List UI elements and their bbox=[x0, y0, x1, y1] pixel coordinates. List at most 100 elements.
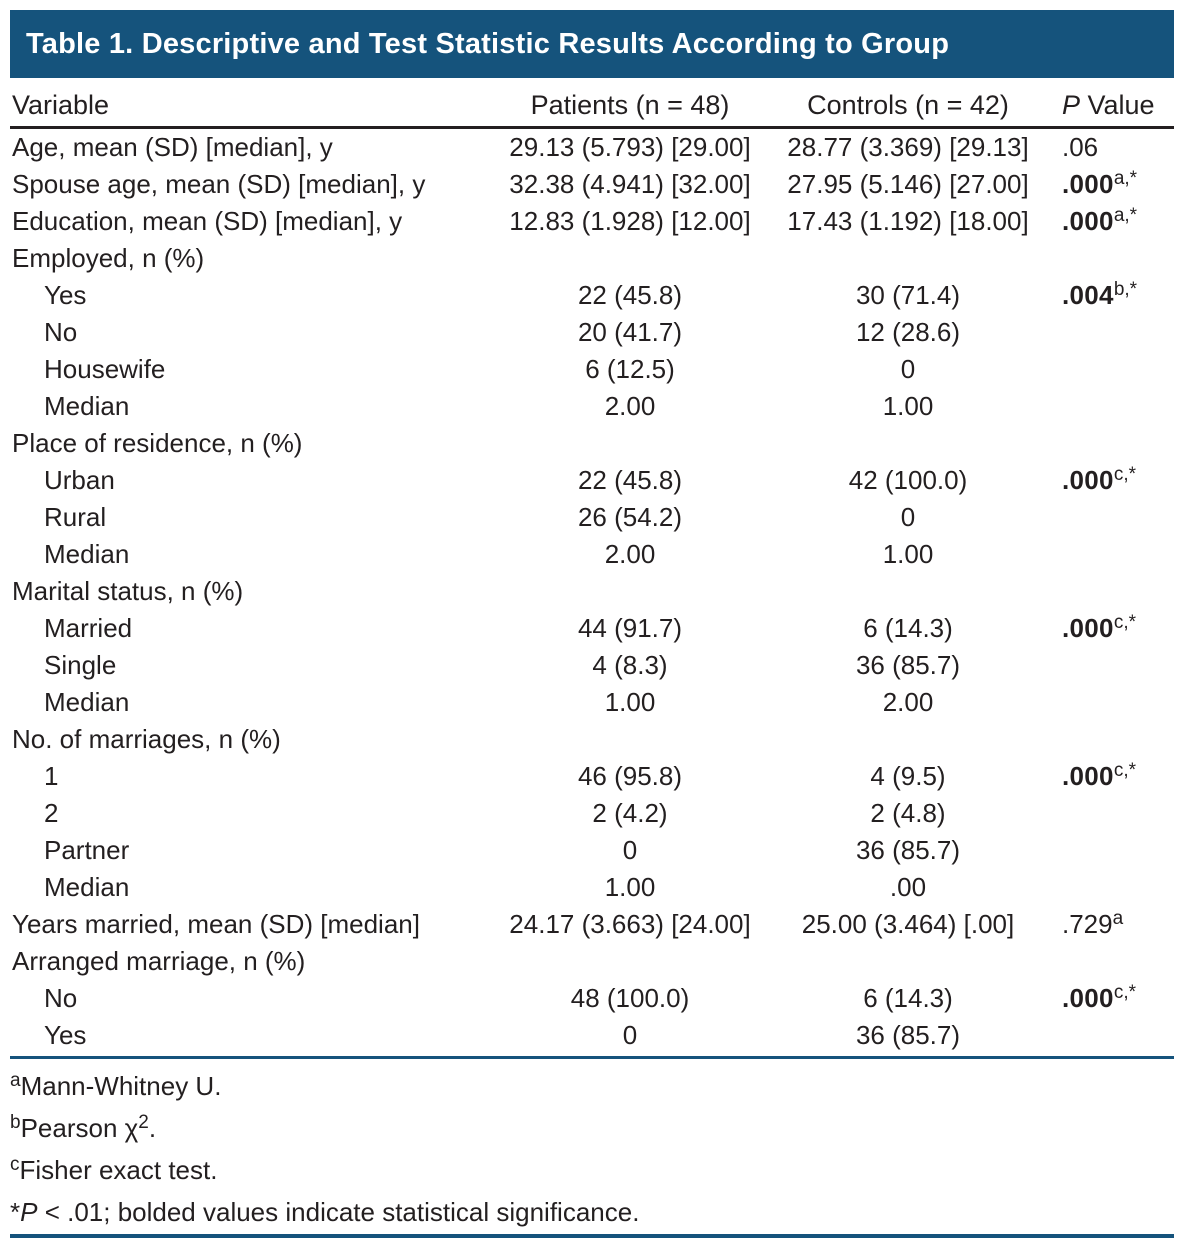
table-row: Single 4 (8.3) 36 (85.7) bbox=[10, 647, 1174, 684]
table-body: Age, mean (SD) [median], y 29.13 (5.793) … bbox=[10, 129, 1174, 1054]
table-row: Spouse age, mean (SD) [median], y 32.38 (… bbox=[10, 166, 1174, 203]
cell-patients: 4 (8.3) bbox=[592, 650, 668, 680]
footnote-text: Fisher exact test. bbox=[19, 1155, 218, 1185]
cell-patients: 44 (91.7) bbox=[577, 613, 683, 643]
cell-controls: 0 bbox=[900, 502, 916, 532]
table-row: No 48 (100.0) 6 (14.3) .000c,* bbox=[10, 980, 1174, 1017]
pvalue-number: .000 bbox=[1062, 169, 1114, 199]
footnote-marker: c bbox=[10, 1154, 20, 1175]
row-label: Yes bbox=[44, 1020, 87, 1050]
cell-patients: 6 (12.5) bbox=[585, 354, 675, 384]
cell-pvalue: .000a,* bbox=[1044, 205, 1174, 237]
cell-patients: 29.13 (5.793) [29.00] bbox=[509, 132, 751, 162]
cell-patients: 1.00 bbox=[604, 687, 656, 717]
row-label: Employed, n (%) bbox=[12, 243, 205, 273]
cell-patients: 2.00 bbox=[604, 391, 656, 421]
cell-controls: 0 bbox=[900, 354, 916, 384]
cell-controls: 42 (100.0) bbox=[848, 465, 968, 495]
footnote-divider-rule bbox=[10, 1056, 1174, 1059]
table-row: Urban 22 (45.8) 42 (100.0) .000c,* bbox=[10, 462, 1174, 499]
row-label: Arranged marriage, n (%) bbox=[12, 946, 306, 976]
table-row: Employed, n (%) bbox=[10, 240, 1174, 277]
pvalue-superscript: c,* bbox=[1113, 760, 1136, 781]
table-row: Median 1.00 2.00 bbox=[10, 684, 1174, 721]
pvalue-superscript: c,* bbox=[1113, 612, 1136, 633]
table-row: Married 44 (91.7) 6 (14.3) .000c,* bbox=[10, 610, 1174, 647]
table-row: Education, mean (SD) [median], y 12.83 (1… bbox=[10, 203, 1174, 240]
table-row: Partner 0 36 (85.7) bbox=[10, 832, 1174, 869]
cell-controls: 12 (28.6) bbox=[855, 317, 961, 347]
cell-controls: .00 bbox=[889, 872, 927, 902]
row-label: Partner bbox=[44, 835, 130, 865]
cell-controls: 2 (4.8) bbox=[870, 798, 946, 828]
cell-patients: 26 (54.2) bbox=[577, 502, 683, 532]
column-header-patients: Patients (n = 48) bbox=[530, 90, 730, 120]
row-label: 2 bbox=[44, 798, 59, 828]
table-row: Housewife 6 (12.5) 0 bbox=[10, 351, 1174, 388]
column-header-pvalue: P Value bbox=[1044, 90, 1174, 121]
cell-controls: 30 (71.4) bbox=[855, 280, 961, 310]
row-label: Median bbox=[44, 539, 130, 569]
bottom-rule bbox=[10, 1234, 1174, 1238]
cell-pvalue: .729a bbox=[1044, 908, 1174, 940]
cell-controls: 36 (85.7) bbox=[855, 1020, 961, 1050]
cell-patients: 1.00 bbox=[604, 872, 656, 902]
cell-controls: 2.00 bbox=[882, 687, 934, 717]
table-title-bar: Table 1. Descriptive and Test Statistic … bbox=[10, 10, 1174, 78]
cell-controls: 36 (85.7) bbox=[855, 835, 961, 865]
cell-patients: 32.38 (4.941) [32.00] bbox=[509, 169, 751, 199]
footnotes: aMann-Whitney U. bPearson χ2. cFisher exac… bbox=[10, 1059, 1174, 1231]
table-row: Rural 26 (54.2) 0 bbox=[10, 499, 1174, 536]
cell-pvalue: .06 bbox=[1044, 132, 1174, 163]
row-label: Housewife bbox=[44, 354, 166, 384]
table-title: Table 1. Descriptive and Test Statistic … bbox=[26, 27, 950, 60]
column-header-variable: Variable bbox=[12, 90, 110, 120]
row-label: Yes bbox=[44, 280, 87, 310]
cell-patients: 0 bbox=[622, 1020, 638, 1050]
footnote-text: P bbox=[20, 1197, 38, 1227]
cell-patients: 22 (45.8) bbox=[577, 280, 683, 310]
pvalue-number: .004 bbox=[1062, 280, 1114, 310]
row-label: Age, mean (SD) [median], y bbox=[12, 132, 333, 162]
cell-pvalue: .000a,* bbox=[1044, 168, 1174, 200]
footnote-text: . bbox=[148, 1113, 157, 1143]
pvalue-superscript: c,* bbox=[1113, 464, 1136, 485]
cell-pvalue: .000c,* bbox=[1044, 464, 1174, 496]
table-row: Median 2.00 1.00 bbox=[10, 536, 1174, 573]
pvalue-number: .000 bbox=[1062, 983, 1114, 1013]
row-label: Spouse age, mean (SD) [median], y bbox=[12, 169, 426, 199]
row-label: Urban bbox=[44, 465, 115, 495]
table-row: Place of residence, n (%) bbox=[10, 425, 1174, 462]
table-row: 1 46 (95.8) 4 (9.5) .000c,* bbox=[10, 758, 1174, 795]
table-row: Median 2.00 1.00 bbox=[10, 388, 1174, 425]
footnote-text: * bbox=[10, 1197, 21, 1227]
row-label: No bbox=[44, 983, 78, 1013]
row-label: Married bbox=[44, 613, 133, 643]
table-row: 2 2 (4.2) 2 (4.8) bbox=[10, 795, 1174, 832]
row-label: Single bbox=[44, 650, 117, 680]
footnote-marker: a bbox=[10, 1070, 21, 1091]
footnote-text: 2 bbox=[138, 1112, 149, 1133]
pvalue-superscript: a bbox=[1112, 908, 1124, 929]
pvalue-superscript: c,* bbox=[1113, 982, 1136, 1003]
row-label: No. of marriages, n (%) bbox=[12, 724, 281, 754]
row-label: Median bbox=[44, 391, 130, 421]
pvalue-number: .000 bbox=[1062, 206, 1114, 236]
row-label: No bbox=[44, 317, 78, 347]
cell-pvalue: .004b,* bbox=[1044, 279, 1174, 311]
row-label: Median bbox=[44, 687, 130, 717]
cell-pvalue: .000c,* bbox=[1044, 760, 1174, 792]
row-label: Median bbox=[44, 872, 130, 902]
cell-patients: 46 (95.8) bbox=[577, 761, 683, 791]
table-row: Arranged marriage, n (%) bbox=[10, 943, 1174, 980]
cell-controls: 28.77 (3.369) [29.13] bbox=[787, 132, 1029, 162]
table-row: No. of marriages, n (%) bbox=[10, 721, 1174, 758]
footnote-text: Mann-Whitney U. bbox=[20, 1071, 222, 1101]
cell-pvalue: .000c,* bbox=[1044, 612, 1174, 644]
cell-controls: 17.43 (1.192) [18.00] bbox=[787, 206, 1029, 236]
row-label: Education, mean (SD) [median], y bbox=[12, 206, 403, 236]
row-label: Marital status, n (%) bbox=[12, 576, 244, 606]
pvalue-superscript: b,* bbox=[1113, 279, 1138, 300]
cell-controls: 36 (85.7) bbox=[855, 650, 961, 680]
pvalue-header-rest: Value bbox=[1080, 90, 1155, 120]
